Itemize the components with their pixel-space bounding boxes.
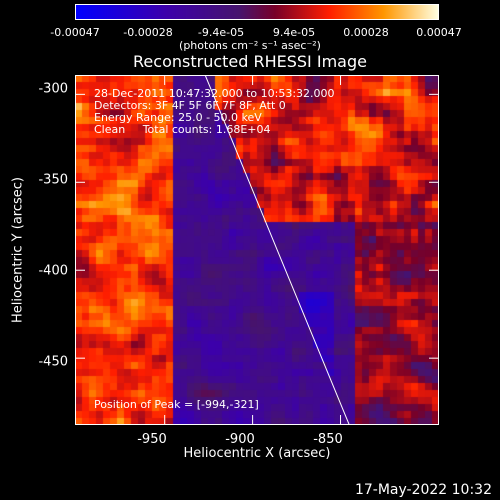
- y-tick-label: -300: [38, 81, 68, 97]
- heatmap-image: [75, 75, 439, 425]
- y-tick-label: -400: [38, 263, 68, 279]
- info-counts: Clean Total counts: 1.68E+04: [94, 123, 271, 136]
- chart-title: Reconstructed RHESSI Image: [133, 52, 367, 71]
- y-tick-label: -350: [38, 172, 68, 188]
- colorbar-tick: 9.4e-05: [272, 26, 316, 39]
- info-peak-position: Position of Peak = [-994,-321]: [94, 398, 259, 411]
- colorbar-tick: 0.00047: [416, 26, 462, 39]
- colorbar: [75, 4, 439, 20]
- info-detectors: Detectors: 3F 4F 5F 6F 7F 8F, Att 0: [94, 99, 286, 112]
- plot-overlay: [75, 75, 439, 425]
- colorbar-tick: 0.00028: [343, 26, 389, 39]
- x-tick-label: -850: [313, 432, 343, 447]
- colorbar-tick: -9.4e-05: [197, 26, 245, 39]
- x-tick-label: -900: [225, 432, 255, 447]
- y-axis-label: Heliocentric Y (arcsec): [10, 177, 26, 323]
- info-energy-range: Energy Range: 25.0 - 50.0 keV: [94, 111, 262, 124]
- solar-limb-line: [204, 75, 350, 425]
- info-time-range: 28-Dec-2011 10:47:32.000 to 10:53:32.000: [94, 87, 335, 100]
- colorbar-tick: -0.00028: [123, 26, 173, 39]
- plot-area: [75, 75, 439, 425]
- plot-frame: [75, 75, 439, 425]
- y-tick-label: -450: [38, 354, 68, 370]
- colorbar-units: (photons cm⁻² s⁻¹ asec⁻²): [179, 39, 321, 52]
- colorbar-tick: -0.00047: [50, 26, 100, 39]
- x-tick-label: -950: [137, 432, 167, 447]
- x-axis-label: Heliocentric X (arcsec): [183, 446, 331, 461]
- timestamp: 17-May-2022 10:32: [354, 482, 492, 498]
